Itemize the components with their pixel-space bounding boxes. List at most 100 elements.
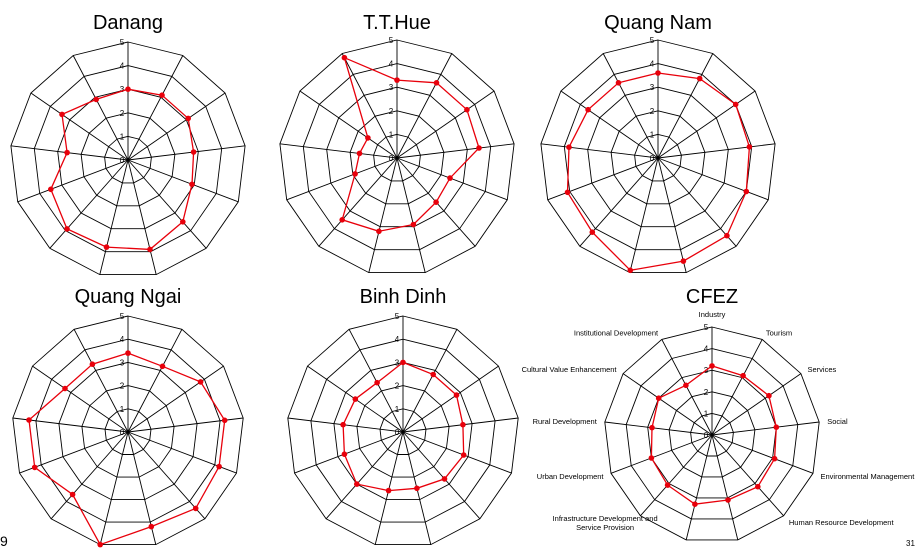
data-point	[773, 424, 780, 431]
axis-spoke	[657, 157, 769, 201]
grid-ring	[587, 86, 729, 228]
chart-title: T.T.Hue	[363, 12, 431, 34]
grid-ring	[604, 326, 820, 541]
data-point	[352, 396, 359, 402]
radial-tick-label: 4	[120, 62, 125, 71]
radial-tick-label: 4	[704, 345, 709, 354]
data-point	[585, 106, 591, 113]
data-point	[159, 363, 166, 370]
axis-spoke	[72, 55, 129, 161]
axis-spoke	[127, 365, 224, 433]
grid-ring	[647, 369, 777, 499]
data-point	[655, 395, 662, 402]
data-point	[59, 111, 65, 118]
data-point	[189, 181, 195, 188]
data-point	[464, 106, 470, 113]
axis-spoke	[402, 365, 499, 433]
grid-ring	[310, 338, 496, 523]
data-point	[453, 392, 460, 398]
grid-ring	[326, 86, 468, 228]
axis-label: Industry	[699, 310, 726, 319]
radial-tick-label: 0	[120, 156, 125, 165]
axis-label: Infrastructure Development and Service Pr…	[553, 514, 658, 532]
data-point	[339, 217, 346, 223]
axis-spoke	[711, 434, 784, 517]
axis-spoke	[685, 434, 713, 541]
data-point	[159, 92, 165, 98]
grid-ring	[35, 338, 221, 523]
data-point	[385, 487, 392, 494]
radial-tick-label: 4	[395, 335, 400, 344]
axis-spoke	[368, 157, 398, 273]
grid-ring	[379, 408, 427, 455]
axis-spoke	[610, 434, 713, 474]
axis-spoke	[32, 365, 129, 433]
data-point	[476, 145, 482, 151]
grid-ring	[540, 39, 776, 274]
radial-tick-label: 3	[120, 85, 125, 94]
data-point	[64, 226, 70, 232]
grid-ring	[333, 361, 473, 501]
axis-spoke	[547, 157, 659, 201]
data-point	[627, 267, 634, 274]
data-point	[147, 246, 153, 253]
data-point	[433, 199, 439, 205]
radial-tick-label: 4	[389, 60, 394, 69]
series-line	[566, 72, 751, 271]
data-point	[197, 379, 204, 385]
data-point	[148, 523, 155, 530]
radial-tick-label: 3	[120, 358, 125, 367]
data-point	[709, 363, 715, 369]
grid-ring	[81, 385, 175, 478]
axis-spoke	[318, 157, 398, 247]
axis-spoke	[12, 417, 129, 433]
data-point	[180, 219, 186, 225]
axis-spoke	[127, 92, 226, 161]
axis-spoke	[294, 431, 404, 474]
axis-spoke	[127, 329, 183, 433]
radar-chart-5: CFEZ012345IndustryTourismServicesSocialE…	[522, 286, 916, 541]
axis-spoke	[30, 92, 129, 161]
axis-spoke	[402, 431, 512, 474]
data-point	[696, 75, 703, 82]
axis-spoke	[629, 157, 659, 273]
data-point	[356, 150, 363, 157]
axis-label: Urban Development	[537, 472, 605, 481]
data-point	[566, 144, 572, 150]
data-point	[62, 385, 68, 392]
radial-tick-label: 0	[120, 428, 125, 437]
data-point	[743, 188, 750, 195]
grid-ring	[610, 110, 706, 205]
radial-tick-label: 5	[120, 312, 125, 321]
grid-ring	[625, 348, 799, 520]
series-line	[28, 352, 226, 546]
data-point	[680, 258, 687, 264]
grid-ring	[356, 385, 450, 478]
data-point	[766, 392, 772, 399]
axis-spoke	[127, 145, 246, 161]
axis-spoke	[622, 373, 713, 436]
axis-spoke	[396, 157, 426, 273]
radial-tick-label: 4	[650, 60, 655, 69]
radial-tick-label: 2	[395, 382, 400, 391]
data-point	[48, 186, 54, 193]
footer-left-mark: 9	[0, 533, 8, 549]
data-point	[93, 96, 99, 103]
axis-spoke	[711, 434, 814, 474]
axis-spoke	[49, 159, 129, 249]
data-point	[365, 135, 371, 141]
grid-ring	[12, 315, 244, 546]
grid-ring	[668, 391, 756, 478]
grid-ring	[33, 65, 223, 253]
axis-spoke	[640, 434, 713, 517]
axis-spoke	[127, 55, 184, 161]
axis-label: Environmental Management	[821, 472, 916, 481]
axis-spoke	[402, 431, 481, 520]
radial-tick-label: 5	[395, 312, 400, 321]
data-point	[732, 101, 739, 108]
radar-chart-3: Quang Ngai 0 1 2 3 4 5	[12, 286, 244, 548]
radial-tick-label: 1	[120, 405, 125, 414]
data-point	[746, 144, 753, 150]
radial-tick-label: 1	[650, 130, 655, 139]
data-point	[354, 481, 360, 487]
